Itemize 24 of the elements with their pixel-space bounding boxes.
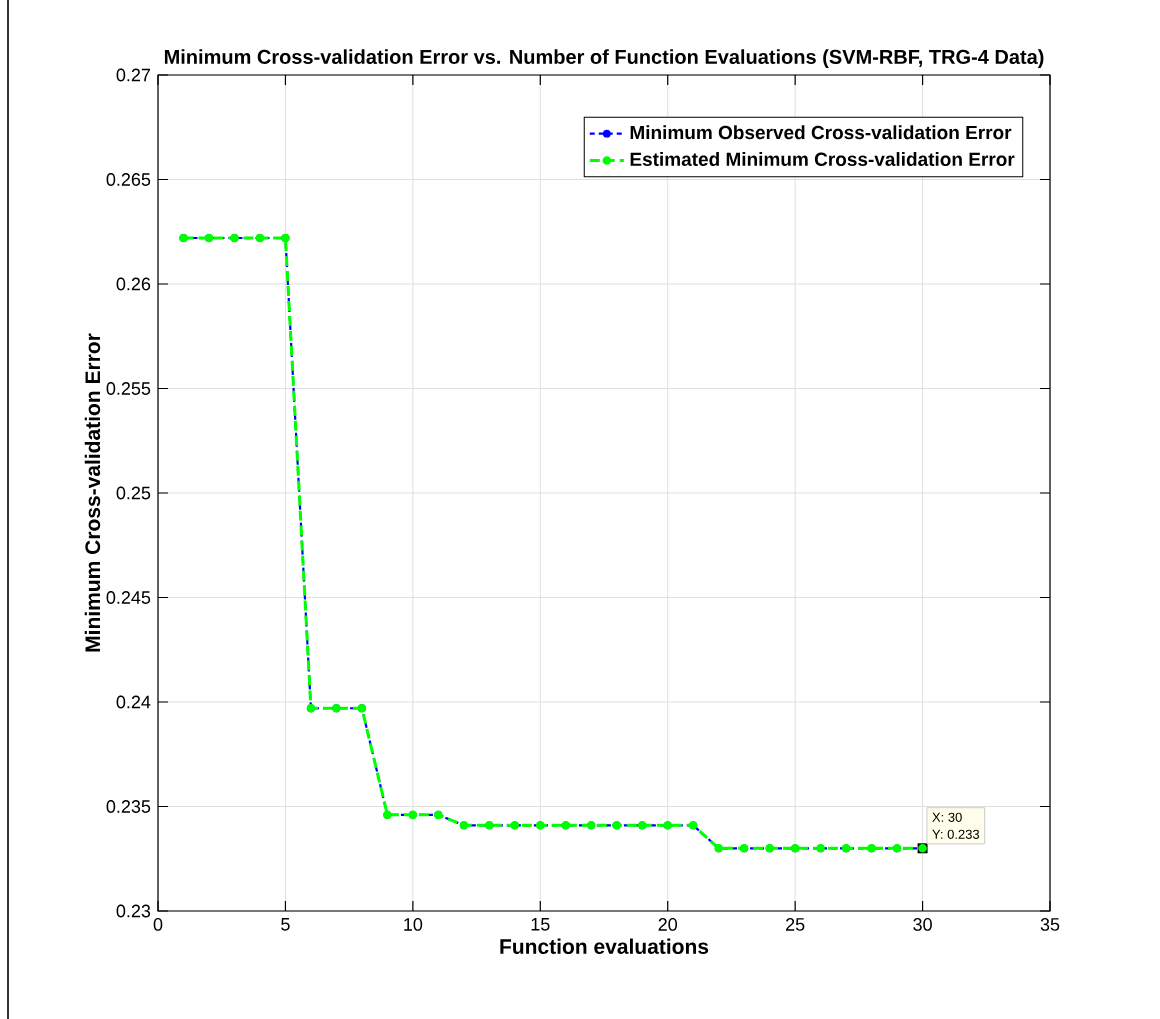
y-tick-label: 0.255 (106, 382, 151, 395)
y-tick-label: 0.265 (106, 173, 151, 186)
y-tick-label: 0.25 (116, 486, 151, 500)
x-tick-label: 20 (658, 918, 678, 931)
x-tick-label: 10 (404, 918, 423, 931)
y-tick-label: 0.245 (106, 591, 151, 604)
x-axis-title: Function evaluations (500, 938, 709, 954)
x-tick-label: 15 (531, 918, 550, 931)
x-tick-label: 0 (153, 918, 163, 931)
legend-label: Minimum Observed Cross-validation Error (630, 125, 1012, 140)
chart-title: Minimum Cross-validation Error vs. Number of Function Evaluations (SVM-RBF, TRG-4 Data) (164, 49, 1044, 68)
x-tick-label: 5 (281, 918, 290, 931)
x-tick-label: 30 (913, 918, 932, 931)
y-tick-label: 0.23 (116, 904, 151, 918)
legend-label: Estimated Minimum Cross-validation Error (630, 152, 1015, 167)
y-tick-label: 0.235 (106, 800, 151, 813)
y-tick-label: 0.26 (116, 277, 151, 291)
y-axis-title: Minimum Cross-validation Error (84, 333, 101, 652)
x-tick-label: 25 (786, 918, 805, 931)
annotation: Y: 0.233 (932, 829, 980, 839)
y-tick-label: 0.27 (116, 68, 151, 82)
y-tick-label: 0.24 (116, 695, 151, 709)
annotation: X: 30 (932, 812, 962, 822)
x-tick-label: 35 (1040, 918, 1060, 931)
